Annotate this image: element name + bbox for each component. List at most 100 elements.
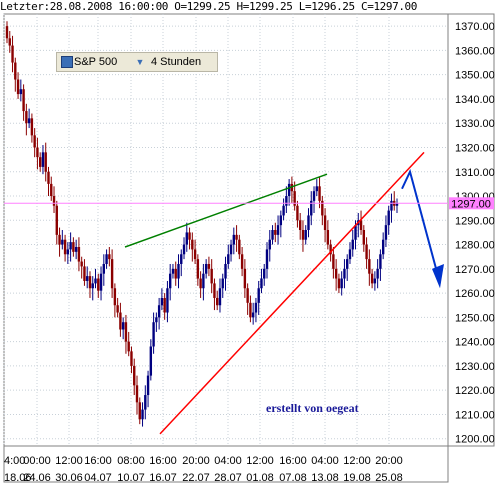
candle-body	[144, 395, 147, 410]
candle-body	[41, 152, 45, 167]
candle-body	[163, 297, 166, 313]
low-value: L=1296.25	[298, 0, 355, 13]
chart-window-icon	[61, 56, 73, 68]
x-tick-time: 04:00	[311, 455, 339, 467]
candle-body	[301, 230, 305, 240]
candle-body	[359, 220, 363, 230]
candle-body	[33, 135, 36, 148]
candle-body	[130, 351, 133, 366]
candle-body	[274, 230, 277, 235]
x-tick-date: 01.08	[246, 472, 274, 484]
x-tick-date: 24.06	[23, 472, 51, 484]
candle-body	[229, 244, 233, 255]
candle-body	[182, 244, 186, 255]
y-tick-labels: 1200.00 1210.00 1220.00 1230.00 1240.00 1250.…	[455, 21, 495, 446]
x-tick-time: 12:00	[343, 455, 371, 467]
candle-body	[213, 283, 216, 298]
candle-body	[69, 242, 72, 250]
candle-body	[346, 259, 349, 269]
candle-body	[315, 186, 318, 192]
candle-body	[365, 244, 368, 260]
y-tick-label: 1200.00	[455, 434, 495, 446]
candle-body	[224, 263, 227, 279]
candle-body	[174, 268, 177, 279]
candle-body	[348, 249, 352, 260]
chart-annotation: erstellt von oegeat	[266, 401, 359, 415]
price-axis	[447, 13, 495, 447]
candle-body	[113, 288, 117, 306]
x-tick-time: 00:00	[23, 455, 51, 467]
open-value: O=1299.25	[174, 0, 231, 13]
candle-body	[249, 302, 252, 318]
candle-body	[11, 45, 14, 63]
candle-body	[86, 276, 89, 281]
candle-body	[334, 268, 338, 279]
candle-body	[135, 385, 139, 403]
candle-body	[240, 254, 244, 269]
candle-body	[251, 312, 255, 318]
x-tick-date: 19.08	[343, 472, 371, 484]
chevron-down-icon[interactable]: ▼	[135, 57, 145, 67]
candle-body	[146, 375, 150, 396]
x-tick-time: 12:00	[55, 455, 83, 467]
resistance-trend-line	[124, 173, 328, 248]
candle-body	[351, 239, 354, 250]
y-tick-label: 1350.00	[455, 70, 495, 82]
candle-body	[133, 365, 136, 386]
candle-body	[287, 183, 291, 197]
candle-body	[36, 147, 39, 158]
time-axis	[3, 445, 449, 483]
candle-body	[218, 288, 222, 306]
grid-lines	[3, 14, 448, 446]
y-tick-label: 1230.00	[455, 361, 495, 373]
interval-label[interactable]: 4 Stunden	[151, 56, 202, 68]
x-tick-date: 16.07	[149, 472, 177, 484]
y-tick-label: 1310.00	[455, 167, 495, 179]
candle-body	[265, 249, 269, 269]
candle-body	[110, 259, 114, 289]
candle-body	[171, 268, 175, 274]
candle-body	[155, 317, 158, 323]
y-tick-label: 1250.00	[455, 312, 495, 324]
candle-body	[354, 225, 357, 240]
y-tick-label: 1330.00	[455, 118, 495, 130]
support-trend-line	[159, 151, 425, 435]
candle-body	[152, 322, 155, 347]
candle-body	[362, 230, 366, 245]
candle-body	[340, 278, 343, 289]
x-tick-date: 04.07	[84, 472, 112, 484]
high-value: H=1299.25	[236, 0, 293, 13]
candle-body	[38, 157, 42, 167]
candle-body	[149, 346, 153, 376]
candle-body	[279, 215, 283, 226]
candle-body	[88, 276, 92, 289]
current-price-label: 1297.00	[451, 198, 491, 210]
trend-lines	[124, 151, 444, 435]
candle-body	[376, 268, 379, 279]
candle-body	[91, 283, 94, 289]
candlestick-series	[5, 21, 399, 427]
candle-body	[395, 203, 399, 206]
candle-body	[77, 246, 81, 262]
candle-body	[312, 191, 316, 201]
x-tick-date: 13.08	[311, 472, 339, 484]
candle-body	[381, 239, 385, 255]
candle-body	[80, 261, 83, 267]
candle-body	[296, 205, 299, 221]
symbol-selector[interactable]: S&P 500 ▼ 4 Stunden	[56, 52, 218, 72]
arrow-head-icon	[432, 263, 444, 289]
ohlc-header: Letzter:28.08.2008 16:00:00 O=1299.25 H=…	[0, 0, 498, 13]
current-price-marker: 1297.00	[449, 197, 494, 210]
candle-body	[368, 259, 371, 274]
close-value: C=1297.00	[361, 0, 418, 13]
last-label: Letzter:	[0, 0, 50, 13]
candle-body	[268, 239, 271, 250]
candle-body	[72, 242, 75, 252]
candle-body	[108, 254, 111, 260]
candle-body	[19, 89, 23, 95]
candle-body	[121, 322, 125, 330]
x-tick-time: 04:00	[214, 455, 242, 467]
candle-body	[30, 118, 34, 136]
candle-body	[177, 263, 180, 279]
candle-body	[254, 302, 258, 313]
